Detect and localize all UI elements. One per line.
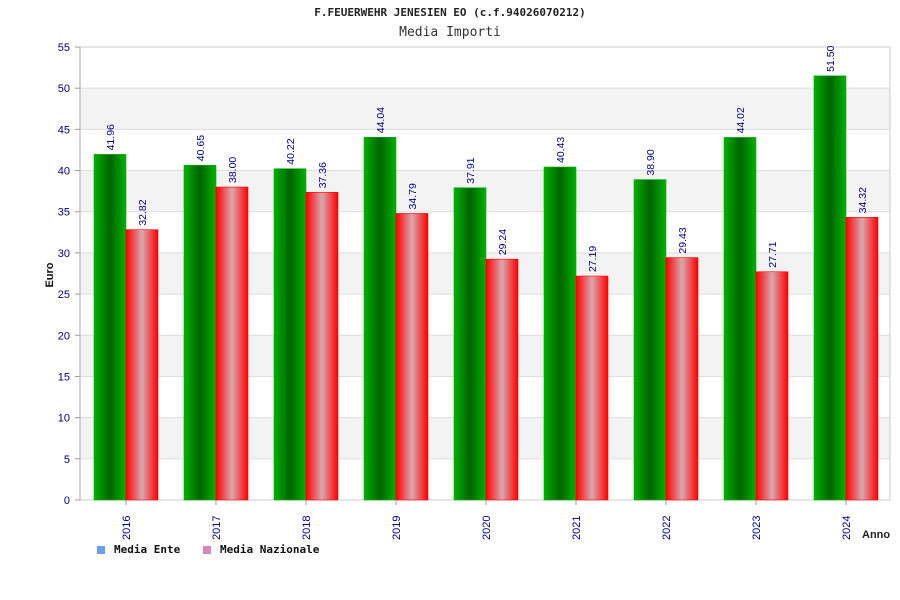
bar-label-ente-2018: 40.22 (285, 138, 297, 164)
x-tick-label-2020: 2020 (481, 516, 493, 540)
bar-ente-2018 (273, 168, 307, 501)
bar-labels: 41.96 32.82 40.65 38.00 40.22 37.36 44.04 34.79… (105, 45, 869, 272)
bar-label-ente-2017: 40.65 (195, 135, 207, 161)
x-tick-label-2023: 2023 (751, 516, 763, 540)
x-tick-label-2022: 2022 (661, 516, 673, 540)
bar-nazionale-2023 (755, 271, 789, 501)
bar-label-ente-2022: 38.90 (645, 149, 657, 175)
bar-label-ente-2016: 41.96 (105, 124, 117, 150)
y-tick-label: 15 (58, 371, 70, 383)
y-tick-label: 5 (64, 454, 70, 466)
bar-ente-2016 (93, 154, 127, 501)
bar-nazionale-2022 (665, 257, 699, 501)
bar-nazionale-2020 (485, 258, 519, 501)
legend-swatch-nazionale (203, 545, 211, 554)
y-ticks: 0 5 10 15 20 25 30 35 40 45 50 55 (58, 42, 70, 507)
chart-title: F.FEUERWEHR JENESIEN EO (c.f.94026070212… (314, 6, 586, 19)
y-tick-label: 35 (58, 207, 70, 219)
x-ticks: 2016 2017 2018 2019 2020 2021 2022 2023 2024 (121, 500, 853, 540)
bar-label-nazionale-2023: 27.71 (767, 241, 779, 267)
y-tick-label: 40 (58, 166, 70, 178)
y-tick-label: 45 (58, 124, 70, 136)
bar-nazionale-2024 (845, 217, 879, 501)
y-tick-label: 30 (58, 248, 70, 260)
y-axis-label: Euro (44, 262, 56, 287)
bar-ente-2020 (453, 187, 487, 501)
bar-ente-2019 (363, 136, 397, 501)
bar-ente-2017 (183, 164, 217, 501)
bar-nazionale-2021 (575, 275, 609, 501)
bar-label-ente-2023: 44.02 (735, 107, 747, 133)
bar-ente-2024 (813, 75, 847, 501)
x-tick-label-2021: 2021 (571, 516, 583, 540)
bar-label-ente-2019: 44.04 (375, 107, 387, 133)
grid-band (80, 88, 890, 130)
bar-nazionale-2019 (395, 213, 429, 501)
x-tick-label-2017: 2017 (211, 516, 223, 540)
bar-label-nazionale-2018: 37.36 (317, 162, 329, 188)
bar-label-nazionale-2021: 27.19 (587, 246, 599, 272)
x-tick-label-2024: 2024 (841, 516, 853, 540)
legend-item-ente: Media Ente (97, 543, 180, 556)
bar-nazionale-2018 (305, 191, 339, 501)
bar-label-nazionale-2024: 34.32 (857, 187, 869, 213)
bars (93, 75, 879, 501)
bar-ente-2023 (723, 137, 757, 501)
bar-ente-2021 (543, 166, 577, 501)
x-axis-label: Anno (862, 529, 890, 541)
bar-label-nazionale-2016: 32.82 (137, 199, 149, 225)
bar-label-ente-2024: 51.50 (825, 45, 837, 71)
x-tick-label-2018: 2018 (301, 516, 313, 540)
bar-label-ente-2020: 37.91 (465, 157, 477, 183)
bar-label-ente-2021: 40.43 (555, 137, 567, 163)
legend-swatch-ente (97, 545, 105, 554)
bar-label-nazionale-2020: 29.24 (497, 229, 509, 255)
bar-ente-2022 (633, 179, 667, 501)
chart-subtitle: Media Importi (399, 25, 501, 40)
bar-label-nazionale-2022: 29.43 (677, 227, 689, 253)
x-tick-label-2016: 2016 (121, 516, 133, 540)
y-tick-label: 20 (58, 330, 70, 342)
legend-item-nazionale: Media Nazionale (203, 543, 319, 556)
bar-nazionale-2017 (215, 186, 249, 501)
y-tick-label: 50 (58, 83, 70, 95)
bar-label-nazionale-2017: 38.00 (227, 157, 239, 183)
y-tick-label: 0 (64, 495, 70, 507)
bar-label-nazionale-2019: 34.79 (407, 183, 419, 209)
x-tick-label-2019: 2019 (391, 516, 403, 540)
legend-label-nazionale: Media Nazionale (220, 543, 320, 556)
y-tick-label: 10 (58, 413, 70, 425)
legend-label-ente: Media Ente (114, 543, 181, 556)
y-tick-label: 25 (58, 289, 70, 301)
bar-nazionale-2016 (125, 229, 159, 501)
y-tick-label: 55 (58, 42, 70, 54)
